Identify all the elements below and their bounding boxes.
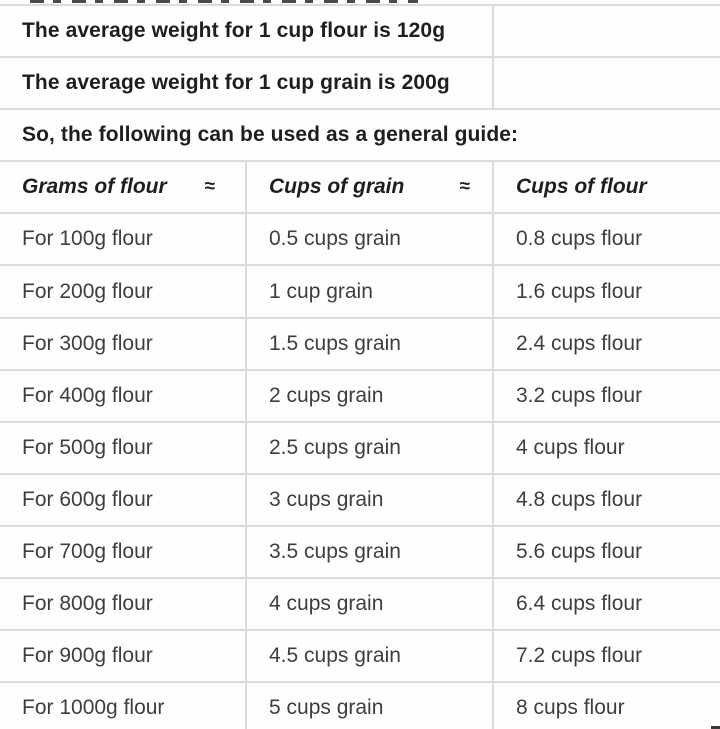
flour-value: 7.2 cups flour [516,644,643,668]
cell-grams: For 1000g flour [0,683,247,729]
grain-value: 4 cups grain [269,592,384,616]
cell-grain: 5 cups grain [247,683,494,729]
flour-value: 0.8 cups flour [516,227,643,251]
grain-value: 2 cups grain [269,383,384,407]
flour-value: 4 cups flour [516,435,625,459]
guide-cell: So, the following can be used as a gener… [0,110,720,160]
header-grams-label: Grams of flour [22,175,167,199]
table-row: For 500g flour 2.5 cups grain 4 cups flo… [0,422,720,475]
grams-value: For 500g flour [22,435,153,459]
grain-value: 3.5 cups grain [269,539,401,563]
cell-grams: For 300g flour [0,318,247,369]
intro-flour-text: The average weight for 1 cup flour is 12… [22,19,446,43]
cell-flour: 1.6 cups flour [494,266,720,316]
flour-value: 2.4 cups flour [516,331,643,355]
grams-value: For 800g flour [22,592,153,616]
grain-value: 1.5 cups grain [269,331,401,355]
cell-grain: 1 cup grain [247,266,494,317]
cell-grain: 4.5 cups grain [247,631,494,682]
cell-grain: 4 cups grain [247,579,494,630]
cell-grams: For 500g flour [0,422,247,473]
cropped-text-remnant [30,0,418,3]
intro-flour-cell: The average weight for 1 cup flour is 12… [0,6,494,57]
cell-grams: For 200g flour [0,266,247,317]
cell-grain: 3.5 cups grain [247,526,494,578]
table-row-intro-flour: The average weight for 1 cup flour is 12… [0,6,720,59]
header-cups-of-grain: Cups of grain ≈ [247,162,494,213]
empty-cell [494,58,720,108]
cell-grams: For 100g flour [0,214,247,265]
flour-value: 8 cups flour [516,696,625,720]
cropped-corner-artifact [711,726,720,729]
intro-grain-text: The average weight for 1 cup grain is 20… [22,71,450,95]
flour-value: 5.6 cups flour [516,539,643,563]
table-row: For 1000g flour 5 cups grain 8 cups flou… [0,683,720,729]
cell-grams: For 600g flour [0,474,247,525]
grain-value: 5 cups grain [269,696,384,720]
cell-flour: 5.6 cups flour [494,527,720,577]
table-row: For 400g flour 2 cups grain 3.2 cups flo… [0,370,720,423]
grain-value: 3 cups grain [269,487,384,511]
flour-value: 4.8 cups flour [516,487,643,511]
cell-flour: 8 cups flour [494,683,720,729]
header-flour-label: Cups of flour [516,175,647,199]
cell-flour: 0.8 cups flour [494,214,720,264]
flour-value: 1.6 cups flour [516,279,643,303]
cell-grams: For 700g flour [0,526,247,578]
cell-grain: 3 cups grain [247,474,494,525]
grain-value: 0.5 cups grain [269,227,401,251]
grams-value: For 400g flour [22,383,153,407]
grain-value: 4.5 cups grain [269,644,401,668]
empty-cell [494,6,720,56]
flour-value: 3.2 cups flour [516,383,643,407]
table-row: For 300g flour 1.5 cups grain 2.4 cups f… [0,318,720,371]
grams-value: For 300g flour [22,331,153,355]
cell-flour: 4 cups flour [494,423,720,473]
header-grams-of-flour: Grams of flour ≈ [0,162,247,213]
grams-value: For 600g flour [22,487,153,511]
table-row: For 700g flour 3.5 cups grain 5.6 cups f… [0,526,720,580]
flour-grain-conversion-table: The average weight for 1 cup flour is 12… [0,4,720,729]
grams-value: For 700g flour [22,539,153,563]
cell-grams: For 800g flour [0,579,247,630]
table-row: For 100g flour 0.5 cups grain 0.8 cups f… [0,214,720,267]
grams-value: For 1000g flour [22,696,165,720]
table-row-guide: So, the following can be used as a gener… [0,110,720,163]
table-row: For 800g flour 4 cups grain 6.4 cups flo… [0,579,720,632]
table-row: For 900g flour 4.5 cups grain 7.2 cups f… [0,631,720,684]
grams-value: For 200g flour [22,279,153,303]
cell-flour: 4.8 cups flour [494,475,720,525]
flour-value: 6.4 cups flour [516,592,643,616]
cell-grain: 2.5 cups grain [247,422,494,473]
table-row-intro-grain: The average weight for 1 cup grain is 20… [0,58,720,111]
cell-flour: 3.2 cups flour [494,371,720,421]
cell-flour: 7.2 cups flour [494,631,720,681]
approx-symbol: ≈ [204,176,215,198]
cell-grams: For 900g flour [0,631,247,682]
header-cups-of-flour: Cups of flour [494,162,720,212]
cell-grams: For 400g flour [0,370,247,421]
cell-flour: 6.4 cups flour [494,579,720,629]
table-row: For 600g flour 3 cups grain 4.8 cups flo… [0,474,720,527]
table-row: For 200g flour 1 cup grain 1.6 cups flou… [0,266,720,319]
intro-grain-cell: The average weight for 1 cup grain is 20… [0,58,494,109]
header-grain-label: Cups of grain [269,175,405,199]
grams-value: For 100g flour [22,227,153,251]
guide-text: So, the following can be used as a gener… [22,123,519,147]
grams-value: For 900g flour [22,644,153,668]
grain-value: 2.5 cups grain [269,435,401,459]
cell-grain: 0.5 cups grain [247,214,494,265]
table-header-row: Grams of flour ≈ Cups of grain ≈ Cups of… [0,162,720,215]
cell-flour: 2.4 cups flour [494,319,720,369]
cell-grain: 1.5 cups grain [247,318,494,369]
approx-symbol: ≈ [459,176,470,198]
grain-value: 1 cup grain [269,279,373,303]
cell-grain: 2 cups grain [247,370,494,421]
